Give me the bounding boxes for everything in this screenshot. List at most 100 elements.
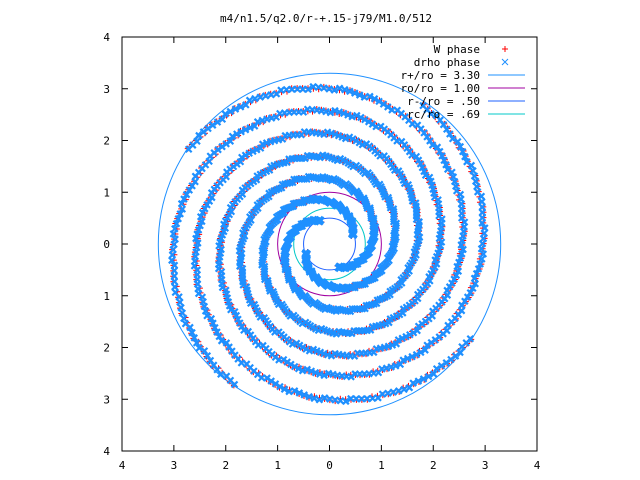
data-point: [261, 92, 270, 100]
data-point: [470, 274, 479, 283]
data-point: [230, 380, 239, 389]
data-point: [412, 350, 421, 359]
data-point: [474, 265, 483, 273]
data-point: [473, 188, 482, 196]
data-point: [258, 116, 267, 125]
data-point: [236, 103, 245, 111]
data-point: [432, 111, 441, 120]
x-tick-label: 1: [378, 459, 385, 472]
data-point: [409, 379, 417, 387]
data-point: [479, 250, 488, 258]
data-point: [375, 97, 383, 106]
data-point: [419, 101, 427, 110]
data-point: [250, 122, 259, 130]
data-point: [246, 124, 254, 132]
data-point: [201, 204, 209, 213]
data-point: [458, 147, 467, 156]
data-point: [433, 143, 442, 151]
data-point: [453, 262, 461, 271]
data-point: [364, 118, 373, 126]
data-point: [221, 110, 230, 118]
data-point: [295, 389, 304, 397]
data-point: [399, 356, 408, 364]
data-point: [174, 214, 183, 223]
data-point: [392, 340, 401, 348]
data-point: [200, 347, 209, 355]
data-point: [231, 105, 240, 113]
data-point: [176, 210, 184, 218]
data-point: [217, 337, 226, 345]
data-point: [226, 107, 235, 116]
x-tick-label: 4: [119, 459, 126, 472]
data-point: [213, 328, 221, 336]
data-point: [168, 256, 176, 265]
data-point: [394, 387, 403, 395]
data-point: [256, 93, 265, 101]
data-point: [180, 314, 188, 323]
data-point: [198, 217, 206, 226]
data-point: [379, 100, 388, 108]
data-point: [241, 125, 250, 134]
data-point: [276, 382, 284, 391]
data-point: [282, 85, 291, 94]
data-point: [402, 332, 410, 341]
data-point: [478, 239, 487, 248]
data-point: [346, 87, 354, 96]
data-point: [368, 394, 377, 403]
data-point: [471, 177, 480, 186]
data-point: [215, 332, 223, 341]
data-point: [303, 365, 312, 374]
data-point: [170, 240, 178, 249]
y-tick-label: 2: [103, 135, 110, 148]
data-point: [271, 380, 280, 388]
data-point: [453, 137, 462, 146]
data-point: [351, 89, 359, 97]
legend-swatch: [502, 46, 508, 52]
data-point: [419, 375, 428, 383]
y-tick-label: 4: [103, 31, 110, 44]
data-point: [448, 134, 457, 143]
data-point: [331, 396, 339, 404]
data-point: [233, 130, 241, 138]
data-point: [335, 84, 344, 93]
data-point: [171, 235, 179, 243]
data-point: [463, 293, 472, 301]
data-point: [184, 145, 193, 154]
data-point: [285, 387, 293, 396]
data-point: [171, 283, 179, 291]
data-point: [258, 140, 267, 148]
data-point: [185, 186, 194, 194]
data-point: [203, 351, 212, 360]
data-point: [403, 354, 412, 363]
data-point: [330, 86, 339, 94]
data-point: [456, 142, 465, 151]
data-point: [310, 394, 318, 403]
data-point: [172, 219, 181, 228]
data-point: [309, 82, 317, 91]
x-tick-label: 3: [482, 459, 489, 472]
legend-label: rc/ro = .69: [407, 108, 480, 121]
x-tick-label: 0: [326, 459, 333, 472]
data-point: [190, 334, 199, 342]
data-point: [201, 307, 210, 315]
data-point: [180, 195, 188, 203]
data-point: [469, 166, 477, 175]
data-point: [227, 305, 235, 314]
data-point: [177, 303, 185, 312]
data-point: [418, 163, 427, 172]
data-point: [320, 394, 329, 402]
data-point: [432, 365, 441, 373]
data-point: [384, 389, 392, 398]
data-point: [472, 269, 481, 278]
data-point: [425, 173, 434, 182]
legend-label: r-/ro = .50: [407, 95, 480, 108]
data-point: [459, 245, 467, 254]
x-tick-label: 3: [171, 459, 178, 472]
data-point: [478, 255, 486, 263]
radius-circles: [157, 72, 502, 416]
data-point: [188, 328, 196, 337]
data-point: [429, 370, 438, 378]
data-point: [249, 147, 257, 156]
